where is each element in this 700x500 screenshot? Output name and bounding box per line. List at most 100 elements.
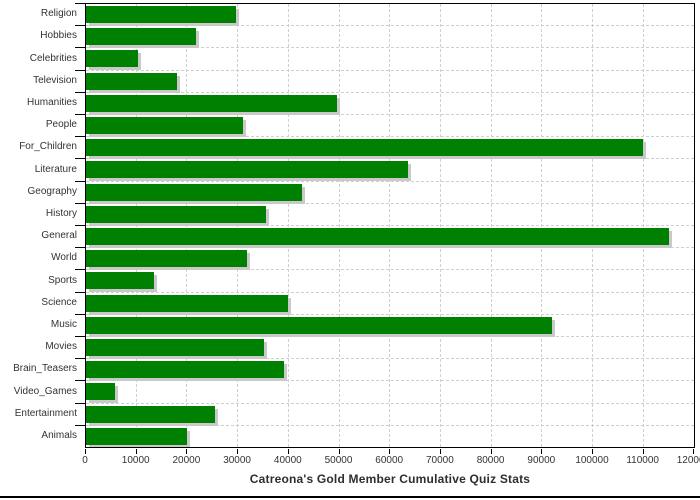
bar-celebrities	[86, 50, 139, 68]
category-label: Science	[41, 296, 77, 308]
bar-religion	[86, 6, 237, 23]
category-label: Geography	[27, 185, 77, 197]
y-axis-tick	[75, 424, 85, 426]
category-label: Religion	[40, 8, 77, 20]
horizontal-gridline	[86, 25, 694, 27]
bar-sports	[86, 272, 154, 290]
category-label: World	[51, 252, 77, 264]
bar-humanities	[86, 94, 337, 112]
horizontal-gridline	[86, 424, 694, 426]
bar-geography	[86, 183, 303, 201]
bar-entertainment	[86, 405, 216, 423]
x-axis-tick	[693, 449, 695, 454]
category-label: Music	[50, 318, 77, 330]
x-axis-tick	[85, 449, 86, 454]
horizontal-gridline	[86, 202, 694, 204]
x-tick-label: 50000	[324, 455, 353, 466]
y-axis-tick	[75, 3, 85, 4]
category-label: Brain_Teasers	[13, 363, 77, 375]
x-tick-label: 100000	[575, 455, 609, 466]
category-label: Entertainment	[14, 407, 77, 419]
x-axis-tick	[338, 449, 340, 454]
bar-history	[86, 205, 266, 223]
horizontal-gridline	[86, 225, 694, 226]
category-label: Television	[33, 74, 77, 86]
bar-hobbies	[86, 28, 196, 46]
y-axis-tick	[75, 202, 85, 204]
y-axis-tick	[75, 336, 85, 337]
bottom-divider-line	[0, 496, 700, 498]
horizontal-gridline	[86, 180, 694, 182]
horizontal-gridline	[86, 158, 694, 160]
category-label: Celebrities	[29, 52, 77, 64]
x-tick-label: 60000	[375, 455, 404, 466]
bar-movies	[86, 339, 265, 356]
horizontal-gridline	[86, 291, 694, 293]
horizontal-gridline	[86, 114, 694, 115]
y-axis-tick	[75, 91, 85, 93]
y-axis-tick	[75, 247, 85, 249]
x-axis-tick	[439, 449, 441, 454]
x-axis-tick	[490, 449, 492, 454]
x-tick-label: 10000	[121, 455, 150, 466]
bar-animals	[86, 427, 188, 445]
y-axis-tick	[75, 402, 85, 404]
horizontal-gridline	[86, 47, 694, 49]
category-label: Hobbies	[40, 30, 77, 42]
bar-brain-teasers	[86, 361, 284, 379]
horizontal-gridline	[86, 358, 694, 360]
y-axis-tick	[75, 313, 85, 315]
horizontal-gridline	[86, 136, 694, 138]
y-axis-tick	[75, 114, 85, 115]
bar-literature	[86, 161, 408, 179]
horizontal-gridline	[86, 380, 694, 382]
y-axis-tick	[75, 136, 85, 138]
horizontal-gridline	[86, 313, 694, 315]
x-axis-tick	[642, 449, 644, 454]
y-axis-tick	[75, 69, 85, 71]
x-tick-label: 120000	[676, 455, 700, 466]
y-axis-tick	[75, 47, 85, 49]
y-axis-tick	[75, 158, 85, 160]
y-axis-tick	[75, 291, 85, 293]
x-axis-tick	[186, 449, 188, 454]
x-tick-label: 40000	[273, 455, 302, 466]
bar-for-children	[86, 139, 644, 157]
x-tick-label: 70000	[425, 455, 454, 466]
bar-people	[86, 117, 244, 134]
horizontal-gridline	[86, 91, 694, 93]
y-axis-tick	[75, 358, 85, 360]
x-tick-label: 20000	[172, 455, 201, 466]
horizontal-gridline	[86, 336, 694, 337]
category-label: Literature	[34, 163, 77, 175]
category-label: History	[45, 207, 77, 219]
category-label: Humanities	[26, 96, 77, 108]
bar-video-games	[86, 383, 116, 401]
horizontal-gridline	[86, 247, 694, 249]
category-label: Video_Games	[13, 385, 77, 397]
x-tick-label: 110000	[626, 455, 659, 466]
category-label: General	[41, 230, 77, 242]
x-tick-label: 0	[82, 455, 88, 466]
bar-music	[86, 316, 553, 334]
y-axis-tick	[75, 225, 85, 226]
category-label: For_Children	[19, 141, 77, 153]
category-label: People	[45, 119, 77, 131]
bar-general	[86, 228, 669, 245]
y-axis-tick	[75, 380, 85, 382]
chart-title: Catreona's Gold Member Cumulative Quiz S…	[249, 472, 531, 486]
x-tick-label: 80000	[476, 455, 505, 466]
x-axis-tick	[389, 449, 391, 454]
category-label: Sports	[48, 274, 77, 286]
x-axis-tick	[287, 449, 289, 454]
category-label: Animals	[41, 429, 77, 441]
horizontal-gridline	[86, 402, 694, 404]
x-axis-tick	[135, 449, 137, 454]
bar-world	[86, 250, 248, 268]
y-axis-tick	[75, 25, 85, 27]
plot-area	[85, 3, 695, 448]
x-tick-label: 30000	[223, 455, 251, 466]
y-axis-tick	[75, 269, 85, 271]
x-axis-tick	[237, 449, 239, 454]
